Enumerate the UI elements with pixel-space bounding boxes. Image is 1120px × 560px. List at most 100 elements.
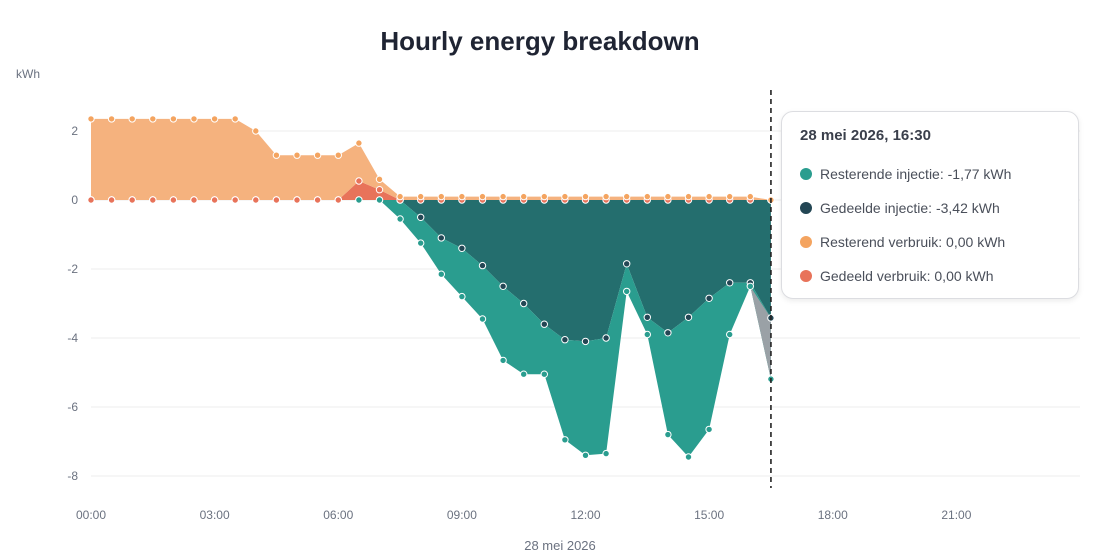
point-resterende-injectie <box>520 370 528 378</box>
point-gedeeld-verbruik <box>231 196 239 204</box>
legend-dot-icon <box>800 168 812 180</box>
point-resterend-verbruik <box>540 192 548 201</box>
y-tick-label: -8 <box>67 469 78 483</box>
point-resterende-injectie <box>581 451 590 459</box>
point-gedeeld-verbruik <box>272 196 281 204</box>
point-gedeeld-verbruik <box>313 196 322 204</box>
point-resterende-injectie <box>458 292 466 301</box>
point-gedeelde-injectie <box>561 336 569 344</box>
point-gedeeld-verbruik <box>128 196 136 204</box>
point-resterend-verbruik <box>313 151 322 159</box>
point-resterende-injectie <box>705 425 713 434</box>
y-tick-label: -6 <box>67 400 78 414</box>
point-resterend-verbruik <box>293 151 301 159</box>
point-resterend-verbruik <box>87 115 95 123</box>
point-resterend-verbruik <box>272 151 281 159</box>
point-resterende-injectie <box>684 453 693 461</box>
x-tick-label: 21:00 <box>941 508 971 522</box>
x-axis-label: 28 mei 2026 <box>524 538 596 553</box>
point-resterend-verbruik <box>581 192 590 201</box>
point-resterende-injectie <box>437 270 445 278</box>
point-gedeelde-injectie <box>705 294 713 302</box>
point-gedeeld-verbruik <box>252 196 260 204</box>
point-resterend-verbruik <box>252 127 260 135</box>
point-resterend-verbruik <box>169 115 178 123</box>
point-resterende-injectie <box>746 282 754 290</box>
chart-title: Hourly energy breakdown <box>380 26 700 56</box>
x-tick-label: 09:00 <box>447 508 477 522</box>
point-resterend-verbruik <box>417 192 425 201</box>
point-resterend-verbruik <box>664 192 672 201</box>
point-resterend-verbruik <box>334 151 342 159</box>
point-gedeeld-verbruik <box>334 196 342 204</box>
area-current-segment <box>750 286 771 380</box>
legend-dot-icon <box>800 202 812 214</box>
point-gedeelde-injectie <box>540 320 548 328</box>
point-gedeelde-injectie <box>458 244 466 253</box>
point-resterend-verbruik <box>705 192 713 201</box>
series-areas <box>91 118 771 457</box>
point-resterend-verbruik <box>437 192 445 201</box>
x-tick-label: 15:00 <box>694 508 724 522</box>
tooltip-row-label: Gedeelde injectie: -3,42 kWh <box>820 200 1000 216</box>
point-resterende-injectie <box>396 215 404 223</box>
point-resterend-verbruik <box>355 139 363 147</box>
legend-dot-icon <box>800 236 812 248</box>
point-gedeelde-injectie <box>726 279 734 287</box>
point-resterende-injectie <box>664 430 672 439</box>
y-tick-label: 2 <box>71 124 78 138</box>
data-points <box>87 115 775 461</box>
point-resterende-injectie <box>726 330 734 339</box>
point-resterende-injectie <box>540 370 548 378</box>
tooltip-row: Resterend verbruik: 0,00 kWh <box>800 225 1060 259</box>
point-gedeelde-injectie <box>437 234 445 242</box>
y-tick-label: -2 <box>67 262 78 276</box>
tooltip-row: Gedeelde injectie: -3,42 kWh <box>800 191 1060 225</box>
point-resterende-injectie <box>375 196 384 204</box>
point-resterend-verbruik <box>602 192 610 201</box>
point-resterend-verbruik <box>520 192 528 201</box>
point-resterende-injectie <box>561 436 569 444</box>
point-gedeelde-injectie <box>581 337 590 346</box>
y-axis-label: kWh <box>16 67 40 81</box>
point-resterend-verbruik <box>684 192 693 201</box>
point-gedeelde-injectie <box>417 213 425 222</box>
point-resterend-verbruik <box>746 192 754 201</box>
point-resterend-verbruik <box>478 192 487 201</box>
point-resterend-verbruik <box>149 115 157 123</box>
point-resterend-verbruik <box>107 115 116 123</box>
point-gedeeld-verbruik <box>107 196 116 204</box>
point-gedeeld-verbruik <box>87 196 95 204</box>
axes: 2 0 -2 -4 -6 -8 00:00 03:00 06:00 09:00 12:00 15:00… <box>16 67 972 553</box>
y-tick-label: 0 <box>71 193 78 207</box>
point-resterende-injectie <box>623 287 631 296</box>
point-gedeelde-injectie <box>478 261 487 270</box>
point-resterend-verbruik <box>561 192 569 201</box>
point-resterend-verbruik <box>643 192 651 201</box>
x-tick-label: 18:00 <box>818 508 848 522</box>
point-resterend-verbruik <box>128 115 136 123</box>
point-gedeelde-injectie <box>520 299 528 308</box>
point-resterende-injectie <box>643 330 651 339</box>
x-tick-label: 06:00 <box>323 508 353 522</box>
point-resterend-verbruik <box>396 192 404 201</box>
area-gedeelde-injectie <box>91 200 771 342</box>
point-gedeelde-injectie <box>623 260 631 268</box>
point-gedeelde-injectie <box>602 334 610 342</box>
tooltip-row: Resterende injectie: -1,77 kWh <box>800 157 1060 191</box>
point-resterende-injectie <box>478 315 487 323</box>
x-tick-label: 12:00 <box>570 508 600 522</box>
point-gedeeld-verbruik <box>149 196 157 204</box>
point-resterende-injectie <box>499 356 507 365</box>
tooltip-row-label: Resterende injectie: -1,77 kWh <box>820 166 1012 182</box>
point-gedeeld-verbruik <box>210 196 219 204</box>
x-tick-label: 03:00 <box>200 508 230 522</box>
y-tick-label: -4 <box>67 331 78 345</box>
point-gedeelde-injectie <box>684 313 693 321</box>
point-gedeeld-verbruik <box>190 196 198 204</box>
point-resterend-verbruik <box>623 192 631 201</box>
point-gedeelde-injectie <box>643 313 651 321</box>
tooltip-title: 28 mei 2026, 16:30 <box>800 127 931 144</box>
tooltip-row-label: Resterend verbruik: 0,00 kWh <box>820 234 1006 250</box>
